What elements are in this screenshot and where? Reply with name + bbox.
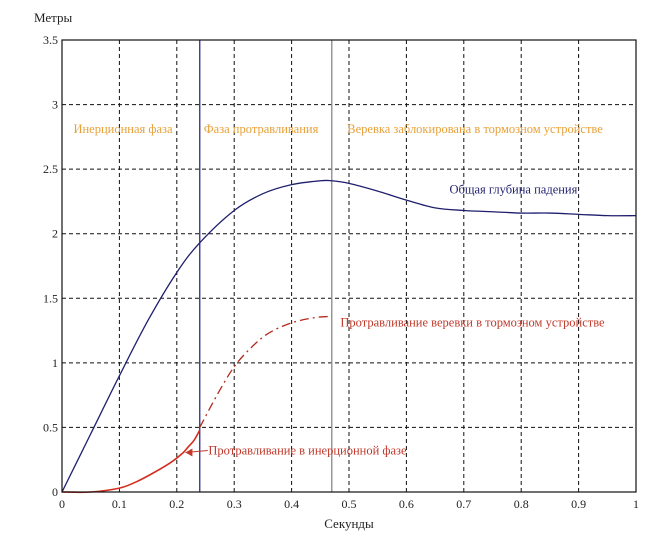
grid [62, 40, 636, 492]
x-tick-label: 0.2 [169, 497, 184, 511]
x-tick-label: 0.1 [112, 497, 127, 511]
phase-label: Фаза протравливания [204, 122, 319, 136]
series-annotation: Протравливание веревки в тормозном устро… [340, 316, 605, 330]
labels: Инерционная фаза Фаза протравливания Верев… [73, 122, 605, 458]
x-tick-label: 0.3 [227, 497, 242, 511]
series-line-total-fall-depth [61, 179, 637, 493]
y-tick-label: 3 [52, 98, 58, 112]
x-tick-label: 0.7 [456, 497, 471, 511]
series-line-device-slippage [199, 315, 332, 428]
series-annotation: Общая глубина падения [449, 183, 577, 197]
phase-label: Инерционная фаза [73, 122, 173, 136]
y-tick-label: 0 [52, 485, 58, 499]
x-tick-label: 1 [633, 497, 639, 511]
x-axis-label: Секунды [324, 516, 374, 531]
annotation-arrow-head [185, 448, 193, 457]
series-annotation: Протравливание в инерционной фазе [208, 444, 407, 458]
ticks: 0 0.1 0.2 0.3 0.4 0.5 0.6 0.7 0.8 0.9 1 0 0.5 1 1.5 2 2.… [43, 33, 639, 511]
plot-frame [61, 39, 637, 493]
phase-markers [199, 40, 333, 492]
x-tick-label: 0.4 [284, 497, 299, 511]
x-tick-label: 0.8 [514, 497, 529, 511]
x-tick-label: 0 [59, 497, 65, 511]
series-line-inertial-slippage [61, 429, 201, 494]
y-tick-label: 1.5 [43, 291, 58, 305]
x-tick-label: 0.6 [399, 497, 414, 511]
x-tick-label: 0.5 [342, 497, 357, 511]
y-tick-label: 1 [52, 356, 58, 370]
y-tick-label: 2 [52, 227, 58, 241]
y-tick-label: 0.5 [43, 420, 58, 434]
y-tick-label: 3.5 [43, 33, 58, 47]
series [61, 179, 637, 494]
x-tick-label: 0.9 [571, 497, 586, 511]
y-axis-label: Метры [34, 10, 72, 25]
phase-label: Веревка заблокирована в тормозном устрой… [347, 122, 603, 136]
y-tick-label: 2.5 [43, 162, 58, 176]
